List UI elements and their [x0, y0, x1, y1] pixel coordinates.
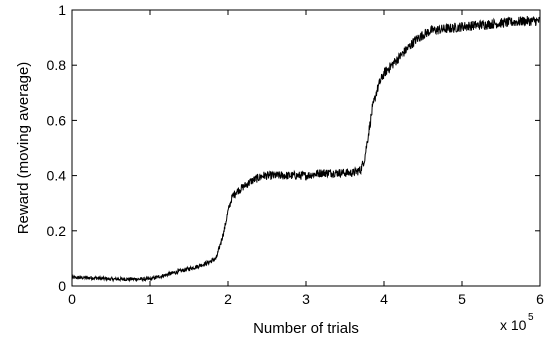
- y-tick-label: 0.2: [47, 223, 67, 239]
- x-tick-label: 4: [380, 291, 388, 307]
- y-tick-label: 0.8: [47, 57, 67, 73]
- x-tick-label: 6: [536, 291, 544, 307]
- x-tick-label: 0: [68, 291, 76, 307]
- x-tick-label: 1: [146, 291, 154, 307]
- reward-series-line: [71, 15, 541, 283]
- plot-area: [71, 9, 541, 287]
- y-tick-label: 0.6: [47, 112, 67, 128]
- x-axis-ticks: 0 1 2 3 4 5 6: [68, 10, 544, 307]
- x-axis-label: Number of trials: [253, 320, 359, 337]
- y-axis-label: Reward (moving average): [15, 62, 32, 235]
- x-tick-label: 5: [458, 291, 466, 307]
- x-tick-label: 2: [224, 291, 232, 307]
- x-axis-multiplier: x 10: [500, 317, 527, 333]
- y-tick-label: 1: [58, 2, 66, 18]
- y-axis-ticks: 0 0.2 0.4 0.6 0.8 1: [47, 2, 540, 294]
- x-axis-multiplier-exponent: 5: [528, 312, 534, 323]
- y-tick-label: 0.4: [47, 168, 67, 184]
- y-tick-label: 0: [58, 278, 66, 294]
- x-tick-label: 3: [302, 291, 310, 307]
